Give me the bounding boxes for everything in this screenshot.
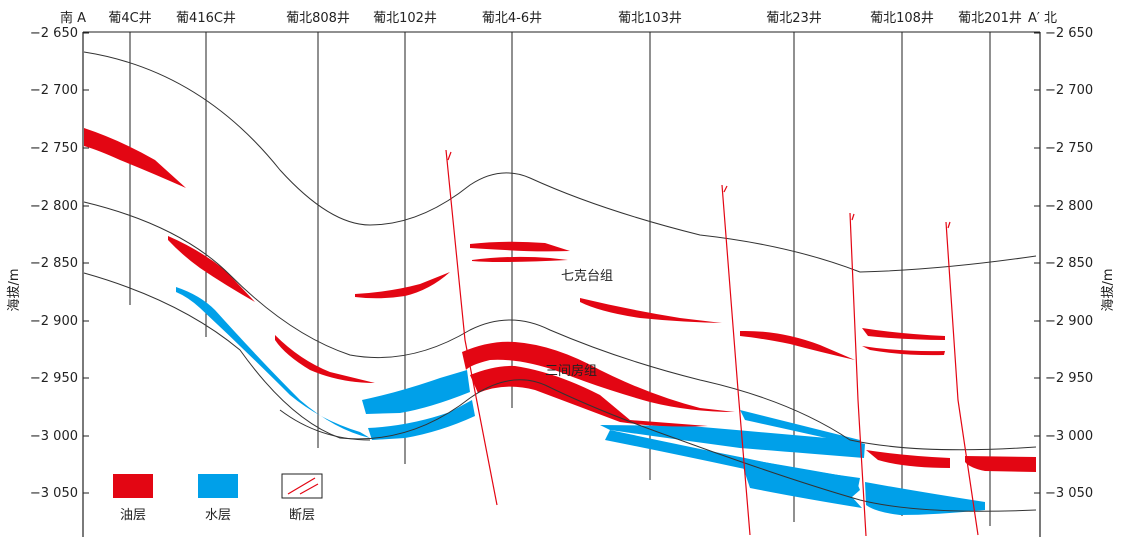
north-label: A′ 北 <box>1028 11 1057 26</box>
oil-layer <box>862 346 945 356</box>
right-tick-label: −2 850 <box>1045 256 1093 271</box>
formation-label-sanjianfang: 三间房组 <box>545 363 597 379</box>
oil-layer <box>275 335 375 383</box>
left-axis-title: 海拔/m <box>7 268 22 311</box>
oil-layer <box>355 272 450 299</box>
right-ticks <box>1034 32 1040 494</box>
right-tick-label: −2 700 <box>1045 83 1093 98</box>
left-tick-label: −2 850 <box>30 256 78 271</box>
water-layer <box>865 482 985 515</box>
left-tick-label: −2 800 <box>30 199 78 214</box>
formation-label-qiketai: 七克台组 <box>561 269 613 284</box>
well-label-3: 葡北808井 <box>286 11 350 26</box>
well-label-8: 葡北108井 <box>870 11 934 26</box>
bottom-boundary-line <box>83 272 1037 512</box>
well-label-9: 葡北201井 <box>958 11 1022 26</box>
oil-layer <box>470 365 708 427</box>
legend-water-label: 水层 <box>205 508 231 523</box>
oil-layer <box>168 236 255 302</box>
fault-line <box>945 221 979 536</box>
oil-layer <box>462 341 735 412</box>
middle-boundary-line <box>83 201 1037 451</box>
left-tick-label: −3 050 <box>30 486 78 501</box>
oil-layer <box>965 456 1036 472</box>
left-tick-label: −2 950 <box>30 371 78 386</box>
water-layer <box>368 400 475 440</box>
oil-layer <box>470 241 570 252</box>
left-tick-label: −2 900 <box>30 314 78 329</box>
boundary-lines <box>83 51 1037 512</box>
fault-line <box>721 184 751 536</box>
right-tick-label: −2 650 <box>1045 26 1093 41</box>
oil-layer <box>580 298 722 323</box>
well-label-7: 葡北23井 <box>766 11 822 26</box>
right-tick-label: −3 050 <box>1045 486 1093 501</box>
fault-arrow <box>851 213 855 221</box>
legend-fault-label: 断层 <box>289 508 315 523</box>
water-layer <box>740 458 862 508</box>
well-label-2: 葡416C井 <box>176 11 236 26</box>
left-tick-label: −2 750 <box>30 141 78 156</box>
top-boundary-line <box>83 51 1037 273</box>
water-layer <box>600 425 865 458</box>
faults <box>445 149 979 537</box>
lower-trace-line <box>279 409 371 441</box>
left-tick-label: −2 700 <box>30 83 78 98</box>
left-ticks <box>83 32 89 494</box>
legend-oil-swatch <box>113 474 153 498</box>
fault-arrow <box>447 151 452 161</box>
oil-layer <box>866 450 950 468</box>
oil-layer <box>862 328 945 340</box>
left-tick-label: −2 650 <box>30 26 78 41</box>
south-label: 南 A <box>60 10 86 26</box>
legend-fault-line <box>299 483 319 495</box>
fault-line <box>445 149 498 506</box>
water-layer <box>176 287 370 438</box>
right-tick-label: −2 800 <box>1045 199 1093 214</box>
right-tick-label: −3 000 <box>1045 429 1093 444</box>
right-tick-label: −2 900 <box>1045 314 1093 329</box>
well-label-4: 葡北102井 <box>373 11 437 26</box>
oil-layers <box>84 128 1036 472</box>
well-label-1: 葡4C井 <box>108 11 151 26</box>
oil-layer <box>84 128 186 188</box>
legend-fault-line <box>287 477 316 495</box>
oil-layer <box>740 330 855 360</box>
right-tick-label: −2 950 <box>1045 371 1093 386</box>
legend-oil-label: 油层 <box>120 508 146 523</box>
legend-water-swatch <box>198 474 238 498</box>
oil-layer <box>472 256 568 262</box>
fault-line <box>849 212 867 537</box>
left-tick-label: −3 000 <box>30 429 78 444</box>
right-tick-label: −2 750 <box>1045 141 1093 156</box>
right-axis-title: 海拔/m <box>1101 268 1116 311</box>
fault-arrow <box>723 185 728 193</box>
fault-arrow <box>947 221 951 229</box>
well-label-5: 葡北4-6井 <box>482 11 542 26</box>
well-label-6: 葡北103井 <box>618 11 682 26</box>
water-layer <box>362 370 470 414</box>
legend: 油层 水层 断层 <box>113 473 323 523</box>
water-layer <box>740 410 862 446</box>
